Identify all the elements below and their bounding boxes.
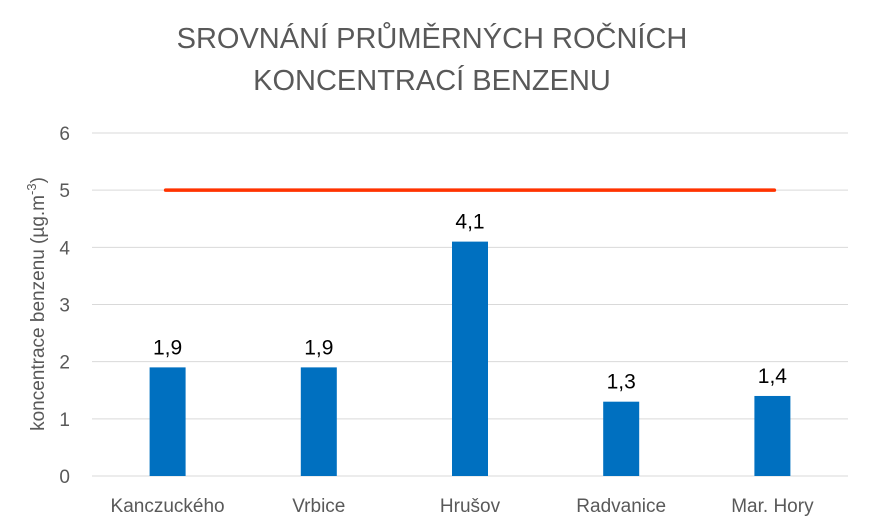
y-tick-label: 4 bbox=[59, 238, 70, 259]
chart-title-line-2: KONCENTRACÍ BENZENU bbox=[253, 64, 611, 97]
y-tick-label: 1 bbox=[59, 410, 70, 431]
data-label: 1,4 bbox=[758, 365, 788, 388]
y-tick-label: 6 bbox=[59, 124, 70, 145]
bar bbox=[452, 241, 488, 476]
bars bbox=[149, 241, 791, 476]
x-category-label: Kanczuckého bbox=[111, 496, 225, 517]
data-labels: 1,9 1,9 4,1 1,3 1,4 bbox=[153, 211, 787, 394]
y-axis-ticks: 0 1 2 3 4 5 6 bbox=[59, 124, 70, 488]
bar bbox=[300, 367, 337, 476]
data-label: 1,9 bbox=[153, 336, 182, 359]
y-axis-title-superscript: -3 bbox=[24, 183, 39, 195]
data-label: 1,3 bbox=[607, 371, 636, 394]
y-axis-title-text: koncentrace benzenu (µg.m bbox=[28, 195, 49, 431]
data-label: 1,9 bbox=[304, 336, 333, 359]
bar bbox=[149, 367, 186, 476]
chart-title-line-1: SROVNÁNÍ PRŮMĚRNÝCH ROČNÍCH bbox=[177, 21, 688, 55]
x-category-label: Radvanice bbox=[576, 496, 666, 517]
y-axis-title-close: ) bbox=[28, 177, 49, 183]
y-axis-title: koncentrace benzenu (µg.m-3) bbox=[24, 177, 49, 431]
x-category-label: Hrušov bbox=[440, 496, 501, 517]
bar bbox=[754, 395, 791, 476]
bar bbox=[603, 401, 640, 476]
y-tick-label: 5 bbox=[59, 181, 70, 202]
x-category-label: Mar. Hory bbox=[731, 496, 814, 517]
x-axis-categories: Kanczuckého Vrbice Hrušov Radvanice Mar. Hor… bbox=[111, 496, 815, 517]
x-category-label: Vrbice bbox=[292, 496, 345, 517]
y-tick-label: 0 bbox=[59, 467, 70, 488]
y-tick-label: 2 bbox=[59, 353, 70, 374]
data-label: 4,1 bbox=[455, 211, 484, 234]
y-tick-label: 3 bbox=[59, 296, 70, 317]
